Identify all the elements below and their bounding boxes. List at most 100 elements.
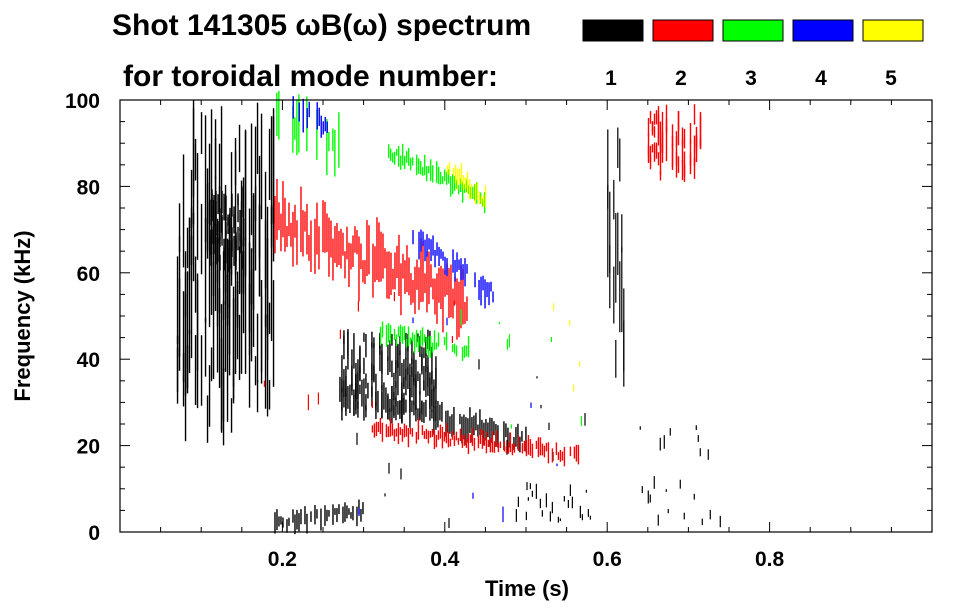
spectrum-speck xyxy=(263,380,265,387)
spectrum-streak xyxy=(216,270,219,327)
spectrum-streak xyxy=(426,234,428,257)
spectrum-streak xyxy=(655,110,658,125)
spectrum-streak xyxy=(244,131,247,277)
spectrum-streak xyxy=(575,444,578,462)
spectrum-streak xyxy=(415,359,417,389)
spectrum-streak xyxy=(513,443,516,453)
spectrum-streak xyxy=(407,341,409,375)
spectrum-speck xyxy=(579,505,581,519)
spectrum-streak xyxy=(451,174,454,195)
spectrum-streak xyxy=(465,417,467,446)
spectrum-streak xyxy=(485,431,488,454)
spectrum-streak xyxy=(345,388,347,416)
spectrum-streak xyxy=(473,184,476,201)
spectrum-streak xyxy=(397,145,400,167)
spectrum-streak xyxy=(356,230,358,255)
spectrum-streak xyxy=(681,127,684,145)
spectrum-streak xyxy=(470,184,473,199)
spectrum-streak xyxy=(445,171,448,185)
spectrum-streak xyxy=(415,405,417,422)
spectrum-streak xyxy=(423,431,426,439)
spectrum-streak xyxy=(342,506,344,524)
spectrum-streak xyxy=(473,415,475,436)
spectrum-streak xyxy=(465,345,468,357)
spectrum-streak xyxy=(385,324,388,347)
spectrum-streak xyxy=(270,116,273,225)
spectrum-streak xyxy=(219,237,221,248)
spectrum-streak xyxy=(200,203,203,275)
spectrum-streak xyxy=(389,408,391,421)
spectrum-streak xyxy=(677,111,680,146)
spectrum-streak xyxy=(384,248,386,269)
legend-swatch-mode-1 xyxy=(582,19,644,42)
spectrum-streak xyxy=(421,167,424,176)
spectrum-streak xyxy=(411,400,413,413)
spectrum-streak xyxy=(308,101,310,118)
spectrum-streak xyxy=(417,408,419,420)
spectrum-speck xyxy=(517,496,519,508)
spectrum-streak xyxy=(212,262,215,380)
spectrum-streak xyxy=(178,203,181,252)
spectrum-streak xyxy=(284,197,286,252)
spectrum-streak xyxy=(200,335,203,406)
spectrum-streak xyxy=(451,344,454,352)
spectrum-streak xyxy=(407,326,410,347)
spectrum-streak xyxy=(529,438,532,456)
spectrum-streak xyxy=(233,206,235,229)
spectrum-streak xyxy=(419,160,422,175)
spectrum-streak xyxy=(248,242,251,333)
spectrum-streak xyxy=(445,423,448,444)
spectrum-streak xyxy=(196,273,199,409)
spectrum-streak xyxy=(491,431,494,453)
spectrum-streak xyxy=(316,102,318,130)
spectrum-streak xyxy=(250,269,253,362)
spectrum-streak xyxy=(409,427,412,435)
spectrum-streak xyxy=(619,138,621,182)
spectrum-streak xyxy=(433,388,435,422)
spectrum-speck xyxy=(357,301,359,312)
spectrum-streak xyxy=(458,281,460,338)
spectrum-streak xyxy=(480,196,483,204)
spectrum-streak xyxy=(296,99,298,156)
spectrum-streak xyxy=(395,381,397,407)
spectrum-streak xyxy=(214,119,217,245)
spectrum-streak xyxy=(389,340,391,373)
x-tick-label: 0.6 xyxy=(593,548,622,571)
spectrum-streak xyxy=(411,366,413,398)
spectrum-streak xyxy=(415,374,417,411)
spectrum-streak xyxy=(476,182,479,201)
spectrum-streak xyxy=(503,441,506,452)
spectrum-streak xyxy=(387,426,390,438)
spectrum-streak xyxy=(332,128,334,151)
spectrum-streak xyxy=(377,421,380,432)
spectrum-streak xyxy=(213,194,215,228)
spectrum-streak xyxy=(617,212,619,275)
spectrum-feature-mode-1-scatter xyxy=(356,359,586,529)
spectrum-streak xyxy=(649,111,652,124)
spectrum-streak xyxy=(683,151,686,177)
legend-swatch-mode-3 xyxy=(722,19,784,42)
spectrum-streak xyxy=(217,221,219,244)
spectrum-streak xyxy=(409,157,412,171)
spectrum-streak xyxy=(282,517,284,528)
spectrum-speck xyxy=(448,518,450,529)
spectrum-streak xyxy=(276,509,278,531)
spectrum-streak xyxy=(359,366,361,380)
spectrum-streak xyxy=(463,434,466,446)
spectrum-speck xyxy=(510,424,512,429)
spectrum-streak xyxy=(437,332,440,347)
spectrum-streak xyxy=(447,410,449,433)
spectrum-streak xyxy=(681,138,684,165)
spectrum-streak xyxy=(399,155,402,170)
spectrum-streak xyxy=(469,434,472,443)
spectrum-streak xyxy=(411,157,414,166)
spectrum-streak xyxy=(555,442,558,455)
legend-label-mode-5: 5 xyxy=(885,67,897,90)
spectrum-streak xyxy=(543,445,546,458)
spectrum-speck xyxy=(545,493,547,508)
spectrum-streak xyxy=(324,505,326,526)
spectrum-streak xyxy=(332,504,334,525)
spectrum-feature-mode-4-curve xyxy=(292,96,328,138)
spectrum-streak xyxy=(229,238,231,269)
